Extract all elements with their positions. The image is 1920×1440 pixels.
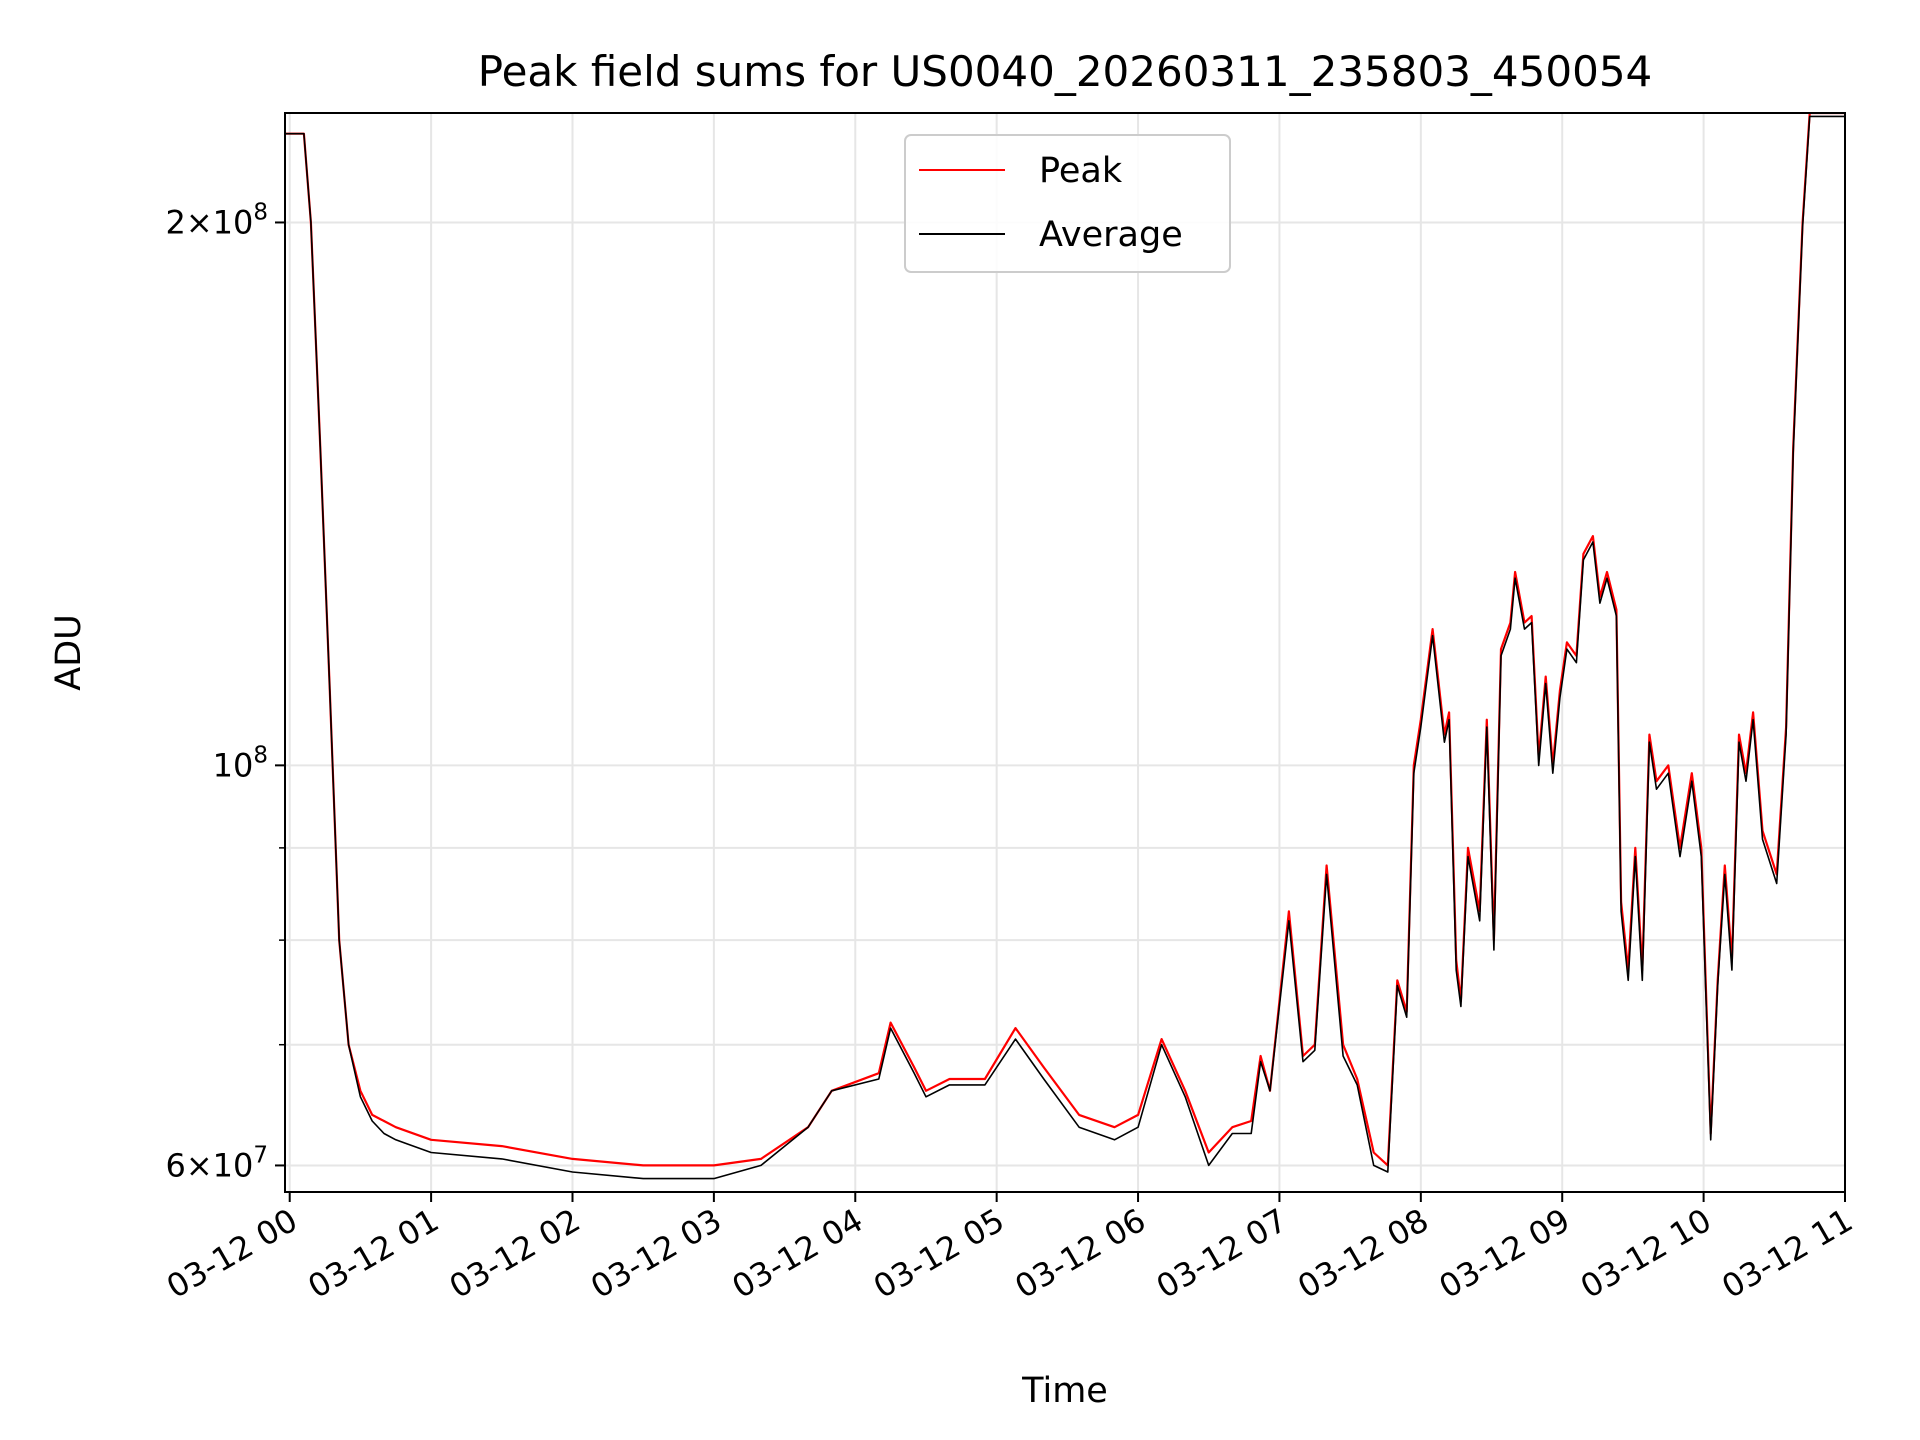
y-axis-label: ADU [49,614,89,691]
series-line-average [285,115,1845,1180]
legend-label-peak: Peak [1039,151,1123,191]
y-tick-label: 2×108 [165,199,268,241]
y-axis: 6×107 108 2×108 [165,199,285,1184]
y-tick-label: 6×107 [165,1142,268,1184]
plot-frame [284,112,1846,1193]
series-group [285,113,1845,1180]
y-tick-label: 108 [213,742,268,784]
legend: Peak Average [904,134,1231,273]
chart-title: Peak field sums for US0040_20260311_2358… [478,47,1653,96]
x-axis-label: Time [1021,1371,1108,1411]
legend-label-average: Average [1039,215,1183,255]
